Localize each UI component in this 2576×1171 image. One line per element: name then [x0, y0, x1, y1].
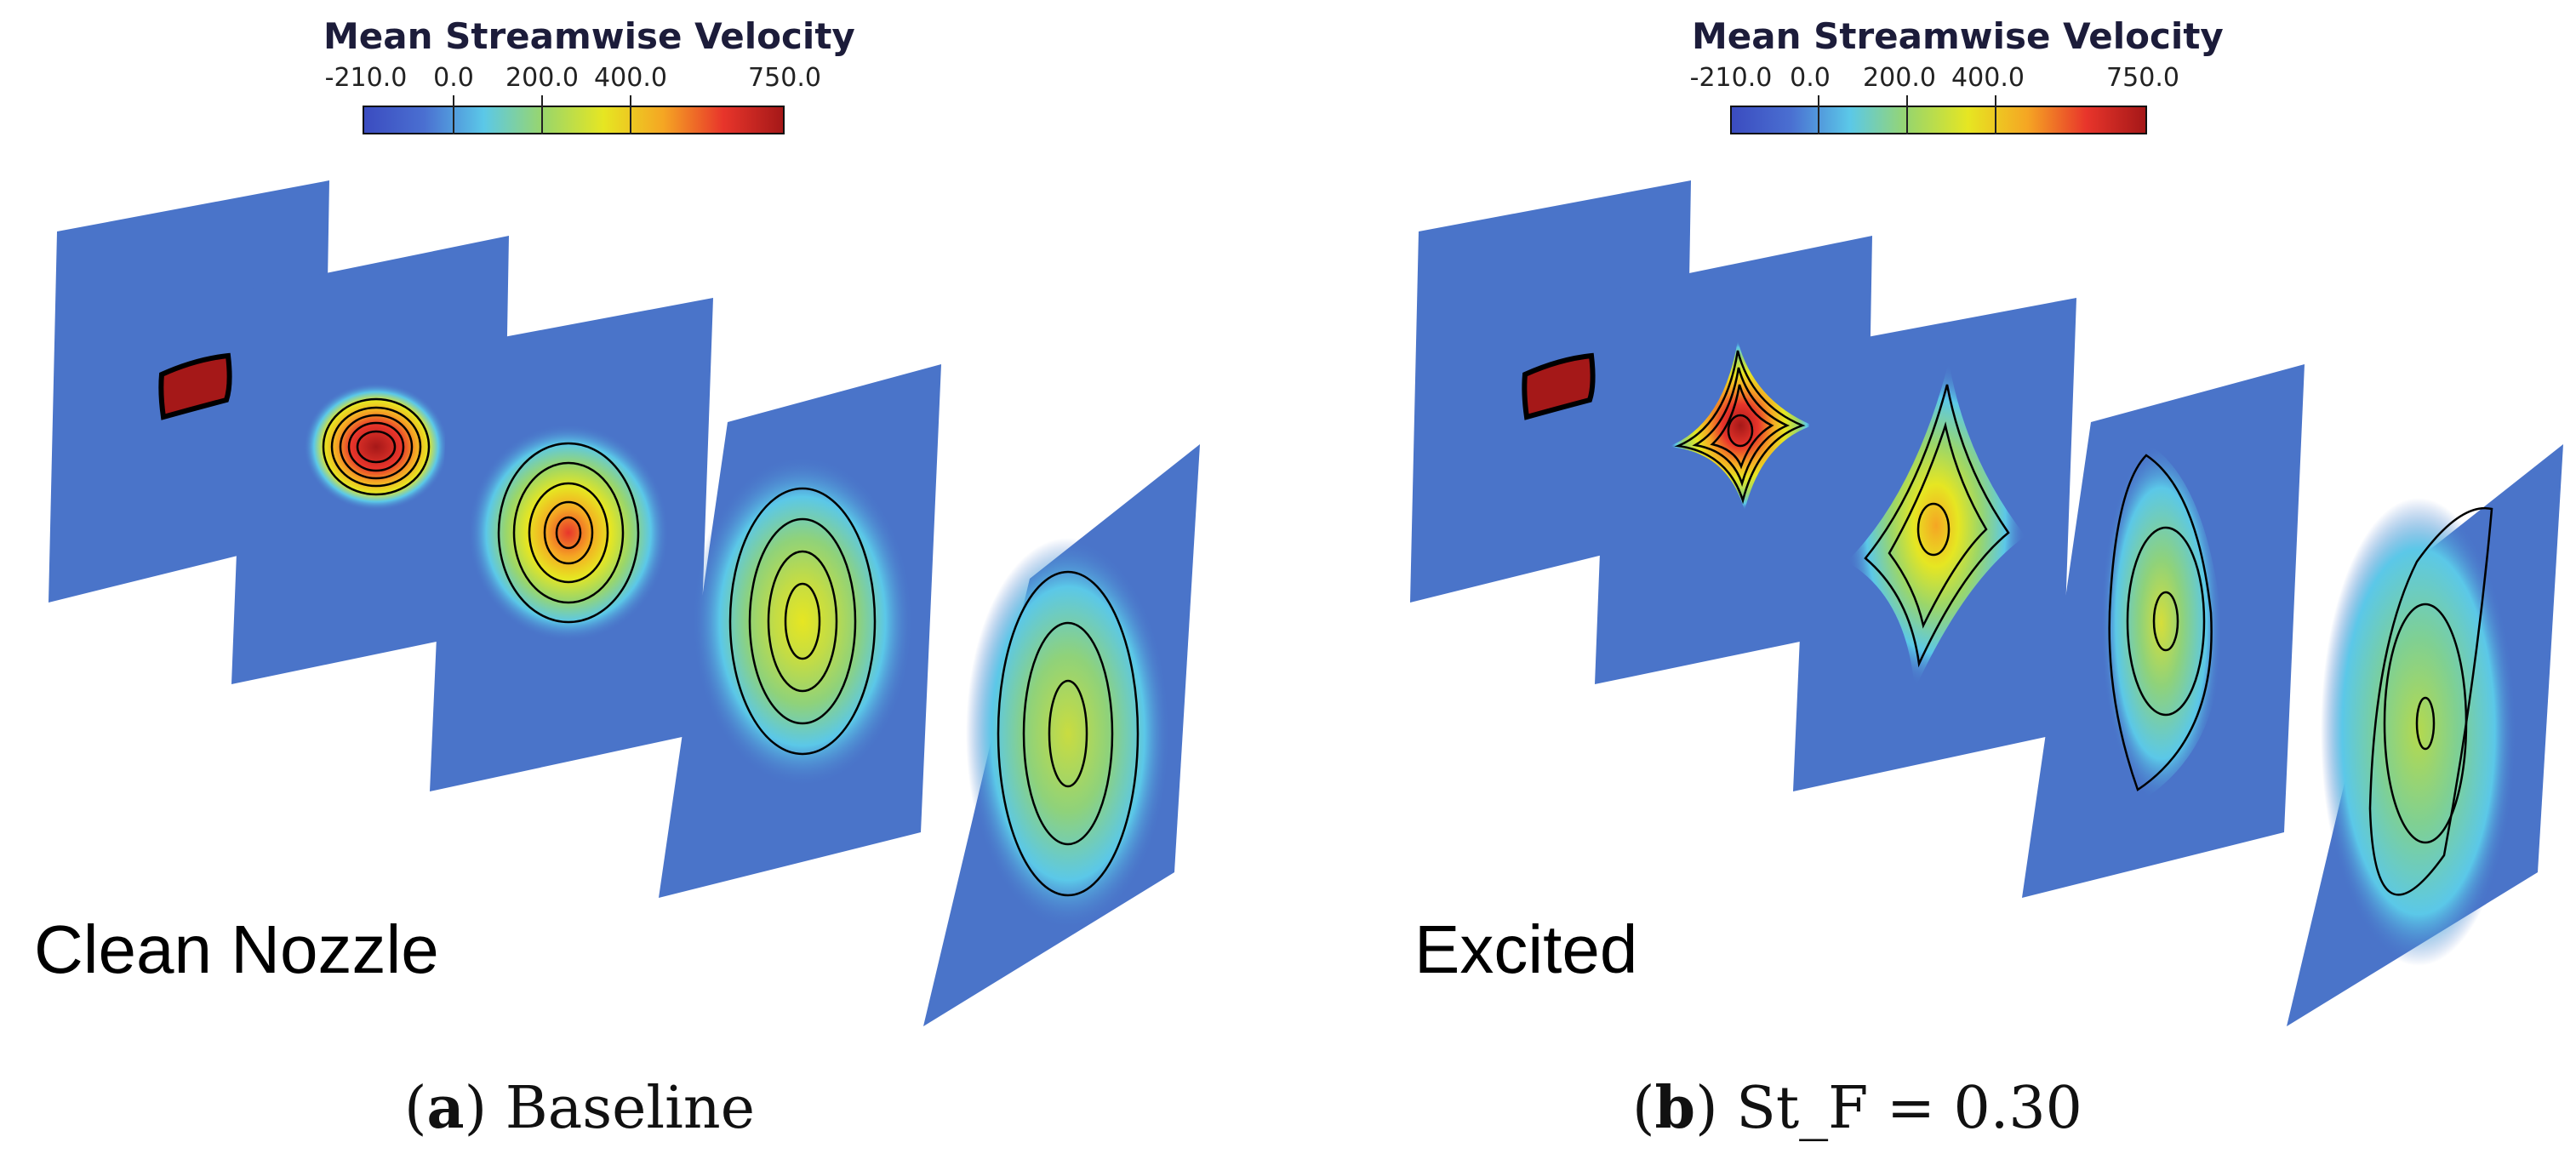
- colorbar-tick: [541, 95, 543, 134]
- jet-core: [304, 383, 448, 511]
- colorbar-tick: [1995, 95, 1996, 134]
- nozzle-exit: [158, 352, 232, 420]
- jet-core: [1847, 362, 2025, 689]
- scene-label: Clean Nozzle: [34, 911, 439, 987]
- colorbar-tick-label: 400.0: [1951, 63, 2025, 93]
- contour-lines: [1864, 384, 2010, 668]
- contour-lines: [1674, 350, 1806, 505]
- slice-stack-excited: [1410, 180, 2563, 1026]
- slice-stack-baseline: [49, 180, 1200, 1026]
- colorbar-tick-label: 0.0: [1790, 63, 1831, 93]
- colorbar: [363, 106, 785, 134]
- jet-core: [1668, 340, 1813, 511]
- contour-lines: [2368, 506, 2493, 896]
- contour-lines: [728, 487, 877, 756]
- colorbar-tick-label: 200.0: [505, 63, 579, 93]
- jet-core: [966, 538, 1170, 929]
- colorbar-tick: [453, 95, 454, 134]
- colorbar-tick-label: 400.0: [594, 63, 667, 93]
- colorbar: [1730, 106, 2147, 134]
- jet-core: [692, 455, 913, 787]
- colorbar-tick: [630, 95, 631, 134]
- colorbar-title: Mean Streamwise Velocity: [323, 15, 855, 57]
- colorbar-tick-label: 750.0: [2106, 63, 2179, 93]
- jet-core: [2100, 443, 2222, 804]
- colorbar-title: Mean Streamwise Velocity: [1692, 15, 2224, 57]
- scene-label: Excited: [1414, 911, 1638, 987]
- colorbar-tick-label: -210.0: [324, 63, 408, 93]
- contour-lines: [497, 442, 640, 624]
- colorbar-tick-label: -210.0: [1689, 63, 1773, 93]
- jet-core: [468, 424, 669, 642]
- subfigure-caption: (b) St_F = 0.30: [1632, 1074, 2082, 1142]
- subfigure-caption: (a) Baseline: [404, 1074, 755, 1142]
- jet-core: [2321, 498, 2516, 966]
- contour-lines: [997, 570, 1139, 897]
- panel-excited: Mean Streamwise Velocity -210.0 0.0 200.…: [1370, 0, 2576, 1171]
- contour-lines: [2108, 454, 2213, 791]
- colorbar-tick-label: 200.0: [1863, 63, 1936, 93]
- colorbar-tick: [1818, 95, 1819, 134]
- contour-lines: [322, 397, 431, 496]
- colorbar-tick: [1906, 95, 1908, 134]
- nozzle-exit: [1522, 352, 1596, 420]
- colorbar-tick-label: 0.0: [433, 63, 474, 93]
- colorbar-tick-label: 750.0: [748, 63, 821, 93]
- panel-baseline: Mean Streamwise Velocity -210.0 0.0 200.…: [34, 15, 1200, 1142]
